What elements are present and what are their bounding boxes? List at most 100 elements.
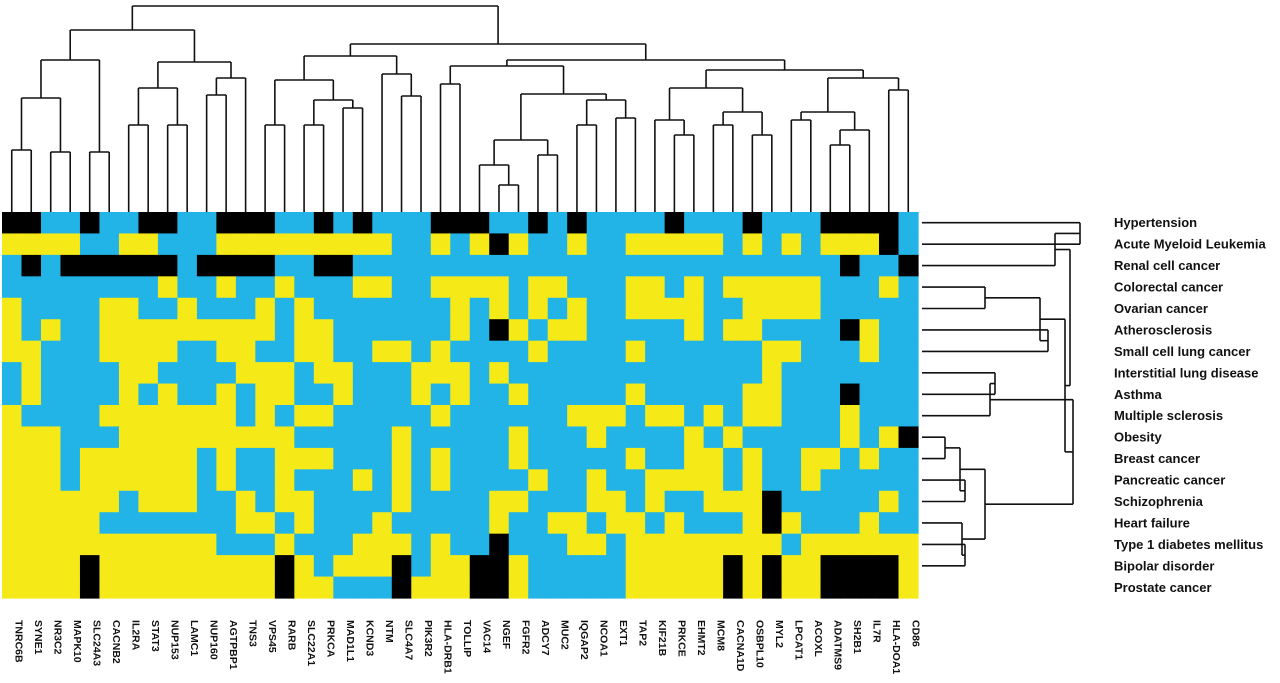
heatmap-cell bbox=[333, 319, 354, 342]
heatmap-cell bbox=[684, 447, 705, 470]
heatmap-cell bbox=[664, 576, 685, 599]
heatmap-cell bbox=[684, 576, 705, 599]
heatmap-cell bbox=[40, 340, 62, 363]
heatmap-cell bbox=[625, 362, 646, 385]
heatmap-cell bbox=[528, 319, 549, 342]
heatmap-cell bbox=[820, 405, 841, 428]
heatmap-cell bbox=[216, 383, 237, 406]
heatmap-cell bbox=[723, 426, 744, 449]
heatmap-cell bbox=[742, 512, 763, 535]
heatmap-cell bbox=[411, 469, 432, 492]
heatmap-cell bbox=[60, 297, 81, 320]
heatmap-cell bbox=[762, 447, 783, 470]
heatmap-cell bbox=[606, 555, 627, 578]
heatmap-cell bbox=[157, 512, 178, 535]
heatmap-cell bbox=[60, 512, 81, 535]
heatmap-cell bbox=[372, 490, 393, 513]
heatmap-cell bbox=[450, 405, 471, 428]
heatmap-cell bbox=[489, 405, 510, 428]
heatmap-cell bbox=[352, 340, 373, 363]
row-label: Ovarian cancer bbox=[1114, 301, 1208, 316]
heatmap-cell bbox=[177, 469, 198, 492]
heatmap-cell bbox=[742, 555, 763, 578]
heatmap-cell bbox=[703, 297, 724, 320]
heatmap-cell bbox=[898, 319, 919, 342]
heatmap-cell bbox=[157, 533, 178, 556]
heatmap-cell bbox=[703, 212, 724, 235]
heatmap-cell bbox=[703, 426, 724, 449]
heatmap-cell bbox=[313, 555, 334, 578]
heatmap-cell bbox=[820, 212, 841, 235]
heatmap-cell bbox=[294, 576, 315, 599]
heatmap-cell bbox=[352, 447, 373, 470]
heatmap-cell bbox=[469, 469, 490, 492]
heatmap-cell bbox=[352, 212, 373, 235]
heatmap-cell bbox=[723, 319, 744, 342]
heatmap-cell bbox=[138, 426, 159, 449]
heatmap-cell bbox=[469, 447, 490, 470]
heatmap-cell bbox=[664, 512, 685, 535]
heatmap-cell bbox=[177, 254, 198, 277]
heatmap-cell bbox=[196, 405, 217, 428]
heatmap-cell bbox=[196, 254, 217, 277]
heatmap-cell bbox=[333, 512, 354, 535]
heatmap-cell bbox=[333, 576, 354, 599]
heatmap-cell bbox=[157, 276, 178, 299]
heatmap-cell bbox=[79, 447, 101, 470]
heatmap-cell bbox=[21, 254, 42, 277]
column-label: FGFR2 bbox=[520, 620, 532, 655]
column-label: MAD1L1 bbox=[344, 620, 356, 662]
heatmap-cell bbox=[606, 276, 627, 299]
heatmap-cell bbox=[313, 319, 334, 342]
heatmap-cell bbox=[40, 555, 62, 578]
heatmap-cell bbox=[430, 490, 451, 513]
heatmap-cell bbox=[684, 426, 705, 449]
heatmap-cell bbox=[762, 555, 783, 578]
heatmap-cell bbox=[469, 319, 490, 342]
heatmap-cell bbox=[489, 426, 510, 449]
heatmap-cell bbox=[781, 555, 802, 578]
heatmap-cell bbox=[391, 212, 412, 235]
heatmap-cell bbox=[255, 533, 276, 556]
heatmap-cell bbox=[2, 447, 23, 470]
heatmap-cell bbox=[879, 297, 900, 320]
heatmap-cell bbox=[294, 447, 315, 470]
heatmap-cell bbox=[703, 233, 724, 256]
heatmap-cell bbox=[294, 254, 315, 277]
heatmap-cell bbox=[547, 276, 568, 299]
heatmap-cell bbox=[742, 297, 763, 320]
column-label: EXT1 bbox=[617, 620, 629, 646]
heatmap-cell bbox=[781, 254, 802, 277]
heatmap-cell bbox=[664, 447, 685, 470]
heatmap-cell bbox=[762, 405, 783, 428]
heatmap-cell bbox=[586, 490, 607, 513]
heatmap-cell bbox=[196, 340, 217, 363]
heatmap-cell bbox=[313, 383, 334, 406]
heatmap-cell bbox=[313, 297, 334, 320]
heatmap-cell bbox=[840, 533, 861, 556]
heatmap-cell bbox=[859, 362, 880, 385]
row-label: Acute Myeloid Leukemia bbox=[1114, 237, 1266, 252]
heatmap-cell bbox=[196, 297, 217, 320]
heatmap-cell bbox=[703, 362, 724, 385]
heatmap-cell bbox=[294, 383, 315, 406]
heatmap-cell bbox=[879, 576, 900, 599]
heatmap-cell bbox=[294, 362, 315, 385]
heatmap-cell bbox=[313, 362, 334, 385]
heatmap-cell bbox=[157, 254, 178, 277]
heatmap-cell bbox=[684, 405, 705, 428]
heatmap-cell bbox=[274, 212, 295, 235]
heatmap-cell bbox=[2, 405, 23, 428]
heatmap-cell bbox=[430, 233, 451, 256]
heatmap-cell bbox=[235, 576, 256, 599]
heatmap-cell bbox=[781, 276, 802, 299]
heatmap-cell bbox=[138, 405, 159, 428]
heatmap-cell bbox=[567, 340, 588, 363]
heatmap-cell bbox=[703, 405, 724, 428]
heatmap-cell bbox=[703, 555, 724, 578]
heatmap-cell bbox=[547, 362, 568, 385]
heatmap-cell bbox=[781, 362, 802, 385]
heatmap-cell bbox=[586, 447, 607, 470]
heatmap-cell bbox=[567, 297, 588, 320]
heatmap-cell bbox=[177, 212, 198, 235]
